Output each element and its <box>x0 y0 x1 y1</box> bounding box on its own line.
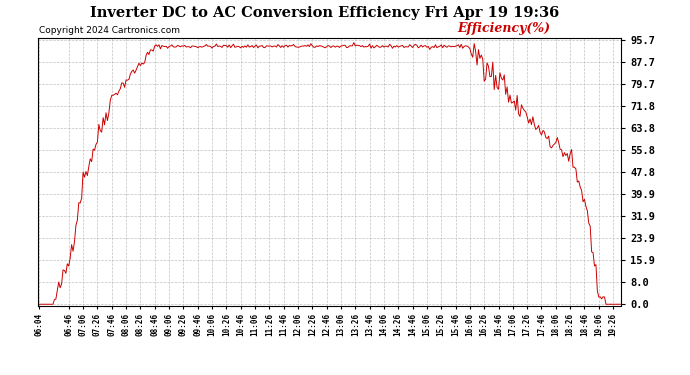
Text: Inverter DC to AC Conversion Efficiency Fri Apr 19 19:36: Inverter DC to AC Conversion Efficiency … <box>90 6 559 20</box>
Text: Copyright 2024 Cartronics.com: Copyright 2024 Cartronics.com <box>39 26 179 35</box>
Text: Efficiency(%): Efficiency(%) <box>457 22 551 35</box>
